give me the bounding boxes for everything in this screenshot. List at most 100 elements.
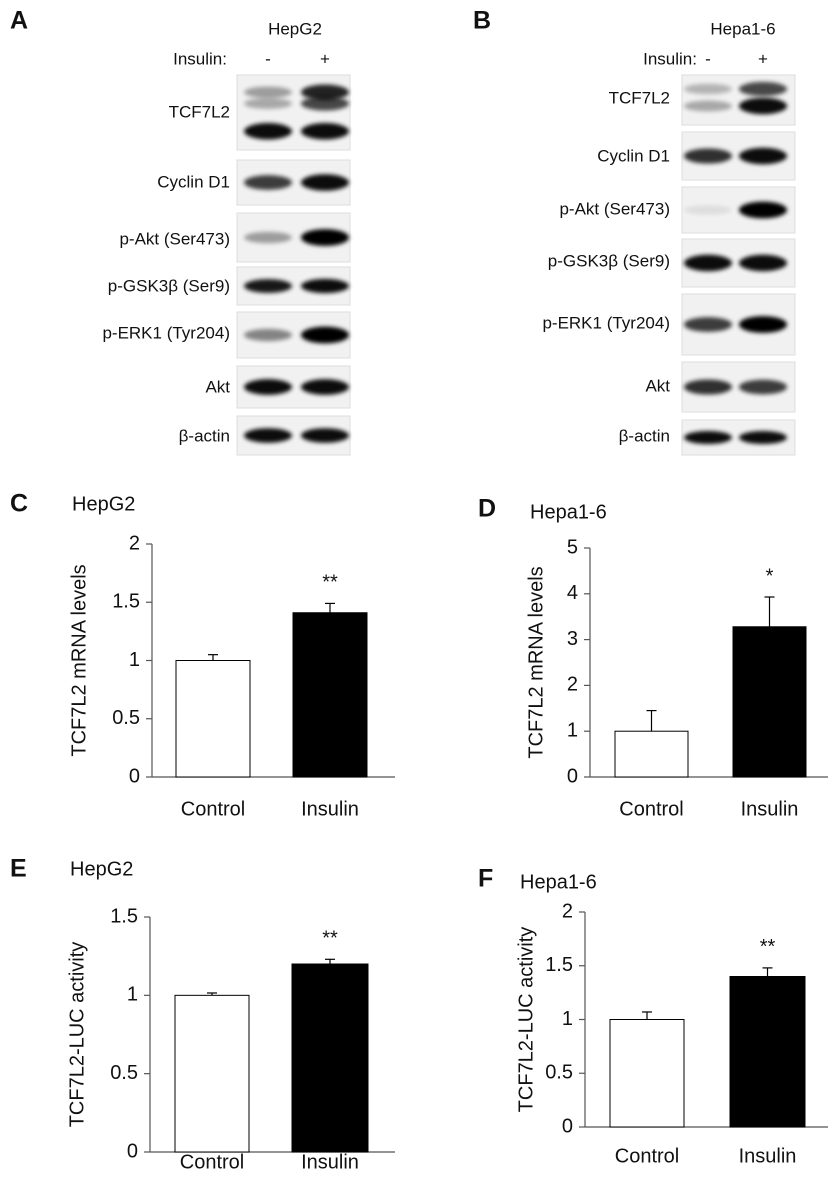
bar	[609, 1019, 685, 1128]
significance-label: *	[766, 565, 774, 587]
y-tick-label: 0.5	[545, 1062, 573, 1084]
blot-band	[684, 430, 732, 445]
y-axis-label: TCF7L2 mRNA levels	[525, 566, 547, 758]
y-tick-label: 1	[129, 649, 140, 671]
y-tick-label: 5	[567, 536, 578, 558]
y-tick-label: 0	[562, 1115, 573, 1137]
x-tick-label: Insulin	[739, 1145, 797, 1167]
protein-label: Akt	[645, 376, 670, 395]
treatment-label: Insulin:	[173, 49, 227, 68]
y-tick-label: 0	[567, 765, 578, 787]
panel-letter: C	[10, 490, 28, 518]
blot-band	[739, 201, 787, 219]
panel-letter: D	[478, 495, 496, 523]
blot-band	[244, 279, 292, 293]
y-tick-label: 3	[567, 628, 578, 650]
blot-band	[684, 148, 732, 164]
y-tick-label: 1	[562, 1008, 573, 1030]
panel-letter: E	[10, 855, 27, 883]
y-axis-label: TCF7L2 mRNA levels	[68, 564, 90, 756]
blot-band	[739, 81, 787, 97]
protein-label: Cyclin D1	[157, 172, 230, 191]
blot-band	[739, 430, 787, 445]
blot-band	[739, 97, 787, 115]
blot-band	[244, 328, 292, 342]
bar	[175, 660, 251, 778]
x-tick-label: Control	[181, 798, 245, 820]
y-tick-label: 1	[567, 719, 578, 741]
blot-band	[244, 175, 292, 190]
bar	[292, 612, 368, 778]
chart-title: HepG2	[70, 858, 133, 880]
protein-label: p-ERK1 (Tyr204)	[102, 323, 230, 342]
blot-title: Hepa1-6	[710, 19, 775, 38]
protein-label: Akt	[205, 377, 230, 396]
protein-label: TCF7L2	[609, 88, 670, 107]
significance-label: **	[760, 936, 776, 958]
protein-label: p-GSK3β (Ser9)	[108, 276, 230, 295]
x-tick-label: Control	[619, 798, 683, 820]
bar	[732, 626, 807, 778]
blot-band	[301, 278, 349, 294]
blot-band	[739, 379, 787, 395]
protein-label: Cyclin D1	[597, 146, 670, 165]
blot-band	[739, 147, 787, 165]
x-tick-label: Insulin	[301, 1151, 359, 1173]
x-tick-label: Control	[615, 1145, 679, 1167]
blot-band	[244, 86, 292, 98]
blot-band	[301, 379, 349, 395]
protein-label: p-Akt (Ser473)	[119, 229, 230, 248]
blot-band	[684, 205, 732, 215]
lane-label: -	[705, 49, 711, 68]
y-tick-label: 0	[129, 765, 140, 787]
protein-label: TCF7L2	[169, 102, 230, 121]
blot-band	[244, 231, 292, 244]
chart-title: HepG2	[72, 493, 135, 515]
blot-band	[244, 123, 292, 140]
blot-band	[301, 96, 349, 111]
y-tick-label: 1.5	[112, 591, 140, 613]
y-tick-label: 2	[129, 532, 140, 554]
bar	[614, 730, 689, 778]
protein-label: β-actin	[619, 426, 670, 445]
significance-label: **	[322, 572, 338, 594]
chart-title: Hepa1-6	[520, 871, 597, 893]
lane-label: +	[758, 49, 768, 68]
blot-band	[244, 98, 292, 109]
blot-band	[301, 84, 349, 101]
lane-label: -	[265, 49, 271, 68]
y-axis-label: TCF7L2-LUC activity	[66, 942, 88, 1128]
bar	[174, 994, 250, 1153]
blot-band	[244, 428, 292, 443]
blot-band	[684, 379, 732, 395]
y-tick-label: 1.5	[545, 954, 573, 976]
blot-band	[684, 254, 732, 272]
blot-band	[301, 123, 349, 140]
y-axis-label: TCF7L2-LUC activity	[515, 927, 537, 1113]
protein-label: p-Akt (Ser473)	[559, 199, 670, 218]
blot-band	[301, 229, 349, 246]
lane-label: +	[320, 49, 330, 68]
x-tick-label: Insulin	[301, 798, 359, 820]
significance-label: **	[322, 928, 338, 950]
blot-band	[244, 379, 292, 395]
bar	[729, 976, 806, 1128]
panel-letter: A	[10, 7, 28, 35]
y-tick-label: 1	[127, 984, 138, 1006]
y-tick-label: 0.5	[110, 1062, 138, 1084]
blot-band	[739, 254, 787, 272]
y-tick-label: 4	[567, 582, 578, 604]
protein-label: β-actin	[179, 426, 230, 445]
y-tick-label: 0.5	[112, 707, 140, 729]
blot-band	[301, 428, 349, 443]
blot-band	[739, 316, 787, 333]
y-tick-label: 2	[562, 900, 573, 922]
x-tick-label: Insulin	[741, 798, 799, 820]
panel-letter: B	[473, 7, 491, 35]
y-tick-label: 2	[567, 674, 578, 696]
blot-band	[684, 100, 732, 112]
blot-title: HepG2	[268, 19, 322, 38]
blot-band	[301, 326, 349, 344]
